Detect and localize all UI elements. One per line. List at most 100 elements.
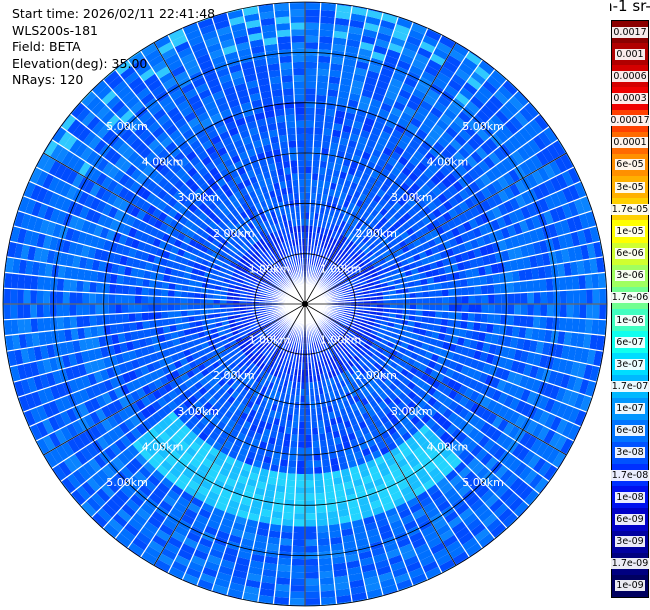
range-gate-cell bbox=[500, 314, 508, 326]
range-gate-cell bbox=[305, 173, 312, 180]
range-gate-cell bbox=[408, 29, 425, 41]
range-gate-cell bbox=[281, 518, 294, 527]
range-gate-cell bbox=[365, 239, 374, 248]
range-gate-cell bbox=[343, 264, 351, 272]
range-gate-cell bbox=[395, 94, 409, 106]
range-gate-cell bbox=[482, 233, 492, 246]
range-gate-cell bbox=[387, 247, 396, 255]
range-gate-cell bbox=[305, 218, 310, 226]
range-gate-cell bbox=[428, 146, 441, 159]
range-gate-cell bbox=[423, 263, 432, 272]
range-gate-cell bbox=[332, 169, 341, 178]
range-gate-cell bbox=[351, 6, 368, 16]
range-gate-cell bbox=[586, 304, 593, 320]
range-gate-cell bbox=[416, 297, 423, 304]
range-gate-cell bbox=[361, 268, 370, 275]
range-gate-cell bbox=[350, 127, 362, 136]
range-gate-cell bbox=[122, 313, 130, 324]
range-gate-cell bbox=[400, 82, 415, 95]
range-gate-cell bbox=[548, 160, 562, 177]
range-gate-cell bbox=[446, 218, 457, 230]
range-gate-cell bbox=[315, 101, 327, 109]
range-gate-cell bbox=[323, 478, 334, 487]
range-gate-cell bbox=[367, 63, 382, 74]
range-gate-cell bbox=[129, 321, 137, 332]
range-gate-cell bbox=[409, 94, 423, 106]
range-gate-cell bbox=[453, 192, 465, 205]
range-gate-cell bbox=[514, 194, 527, 209]
range-gate-cell bbox=[352, 120, 364, 130]
range-gate-cell bbox=[435, 118, 450, 132]
range-gate-cell bbox=[311, 166, 320, 174]
range-gate-cell bbox=[319, 577, 335, 585]
range-gate-cell bbox=[335, 11, 352, 20]
range-gate-cell bbox=[578, 318, 586, 334]
range-gate-cell bbox=[343, 222, 351, 231]
range-gate-cell bbox=[416, 304, 423, 311]
range-gate-cell bbox=[414, 285, 423, 293]
range-gate-cell bbox=[448, 304, 456, 312]
range-gate-cell bbox=[408, 155, 421, 167]
range-gate-cell bbox=[333, 284, 340, 290]
range-gate-cell bbox=[403, 298, 410, 304]
range-gate-cell bbox=[352, 73, 366, 83]
range-gate-cell bbox=[403, 304, 410, 310]
range-gate-cell bbox=[290, 578, 305, 586]
range-gate-cell bbox=[89, 281, 97, 293]
range-gate-cell bbox=[460, 159, 473, 173]
range-gate-cell bbox=[329, 277, 336, 284]
range-gate-cell bbox=[586, 242, 596, 259]
range-gate-cell bbox=[466, 249, 476, 260]
range-gate-cell bbox=[366, 160, 377, 170]
range-gate-cell bbox=[333, 24, 349, 33]
range-gate-cell bbox=[305, 74, 317, 82]
range-gate-cell bbox=[509, 115, 524, 132]
range-gate-cell bbox=[135, 312, 143, 322]
range-gate-cell bbox=[416, 47, 433, 60]
range-gate-cell bbox=[344, 255, 352, 263]
range-gate-cell bbox=[82, 292, 90, 304]
range-gate-cell bbox=[585, 211, 596, 228]
range-gate-cell bbox=[383, 220, 393, 230]
range-gate-cell bbox=[507, 293, 515, 304]
range-gate-cell bbox=[356, 271, 364, 278]
range-gate-cell bbox=[122, 322, 131, 333]
range-gate-cell bbox=[551, 236, 561, 251]
range-gate-cell bbox=[275, 485, 286, 493]
range-gate-cell bbox=[322, 271, 329, 278]
range-gate-cell bbox=[454, 68, 471, 82]
range-gate-cell bbox=[305, 81, 317, 89]
range-gate-cell bbox=[370, 226, 379, 235]
range-gate-cell bbox=[337, 144, 348, 153]
range-gate-cell bbox=[349, 133, 360, 143]
range-gate-cell bbox=[75, 304, 83, 316]
range-gate-cell bbox=[473, 276, 481, 287]
range-gate-cell bbox=[461, 286, 469, 296]
range-gate-cell bbox=[122, 284, 130, 295]
range-gate-cell bbox=[325, 497, 337, 506]
range-gate-cell bbox=[526, 202, 538, 218]
range-gate-cell bbox=[315, 193, 323, 201]
range-gate-cell bbox=[507, 248, 517, 261]
range-gate-cell bbox=[493, 283, 501, 295]
range-gate-cell bbox=[37, 317, 45, 332]
range-gate-cell bbox=[305, 94, 316, 102]
range-gate-cell bbox=[390, 106, 403, 118]
range-gate-cell bbox=[23, 289, 31, 304]
range-gate-cell bbox=[475, 202, 486, 215]
range-gate-cell bbox=[373, 238, 382, 247]
range-gate-cell bbox=[422, 35, 439, 48]
range-gate-cell bbox=[412, 150, 425, 162]
range-gate-cell bbox=[452, 43, 469, 58]
range-gate-cell bbox=[416, 145, 429, 157]
range-gate-cell bbox=[287, 466, 297, 474]
range-gate-cell bbox=[386, 234, 395, 243]
range-gate-cell bbox=[154, 296, 162, 304]
range-gate-cell bbox=[325, 168, 334, 176]
range-gate-cell bbox=[480, 142, 494, 156]
range-gate-cell bbox=[491, 206, 503, 219]
range-gate-cell bbox=[313, 460, 323, 468]
range-gate-cell bbox=[421, 284, 429, 292]
range-gate-cell bbox=[338, 84, 352, 93]
range-gate-cell bbox=[427, 163, 440, 175]
